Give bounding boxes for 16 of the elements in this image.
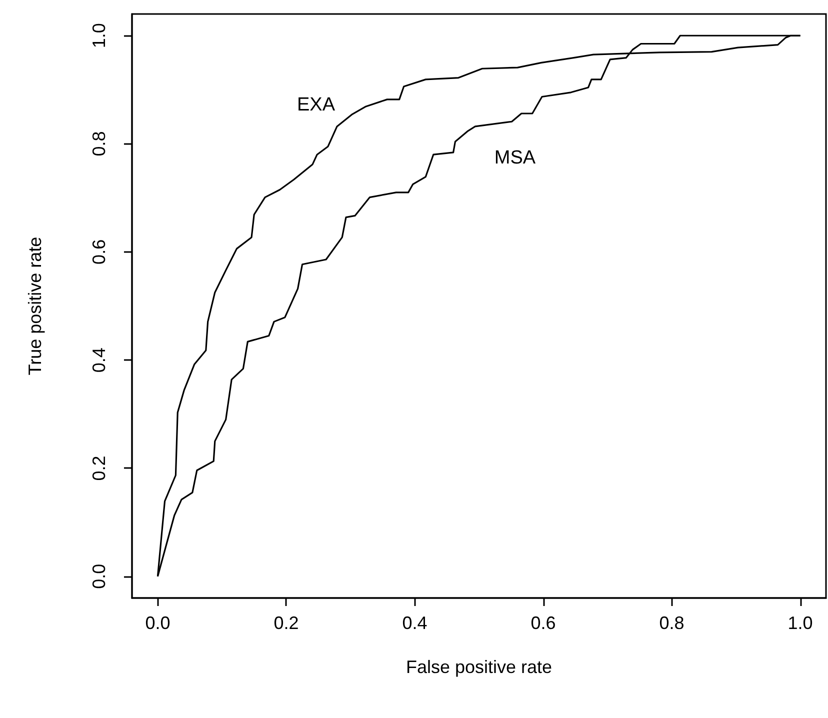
x-tick-label: 0.4 (402, 613, 428, 633)
x-tick-label: 0.2 (274, 613, 299, 633)
x-axis-title: False positive rate (406, 657, 552, 677)
y-tick-label: 0.4 (89, 348, 109, 373)
x-tick-label: 0.6 (530, 613, 556, 633)
x-tick-label: 1.0 (788, 613, 813, 633)
y-tick-label: 0.8 (89, 131, 109, 156)
series-label: EXA (296, 94, 336, 116)
y-tick-label: 0.0 (89, 564, 109, 589)
y-tick-label: 0.6 (89, 239, 109, 264)
y-axis-title: True positive rate (25, 236, 45, 376)
y-tick-label: 1.0 (89, 23, 109, 48)
x-tick-label: 0.0 (145, 613, 170, 633)
y-tick-label: 0.2 (89, 456, 109, 481)
series-label: MSA (494, 148, 536, 168)
x-tick-label: 0.8 (659, 613, 684, 633)
